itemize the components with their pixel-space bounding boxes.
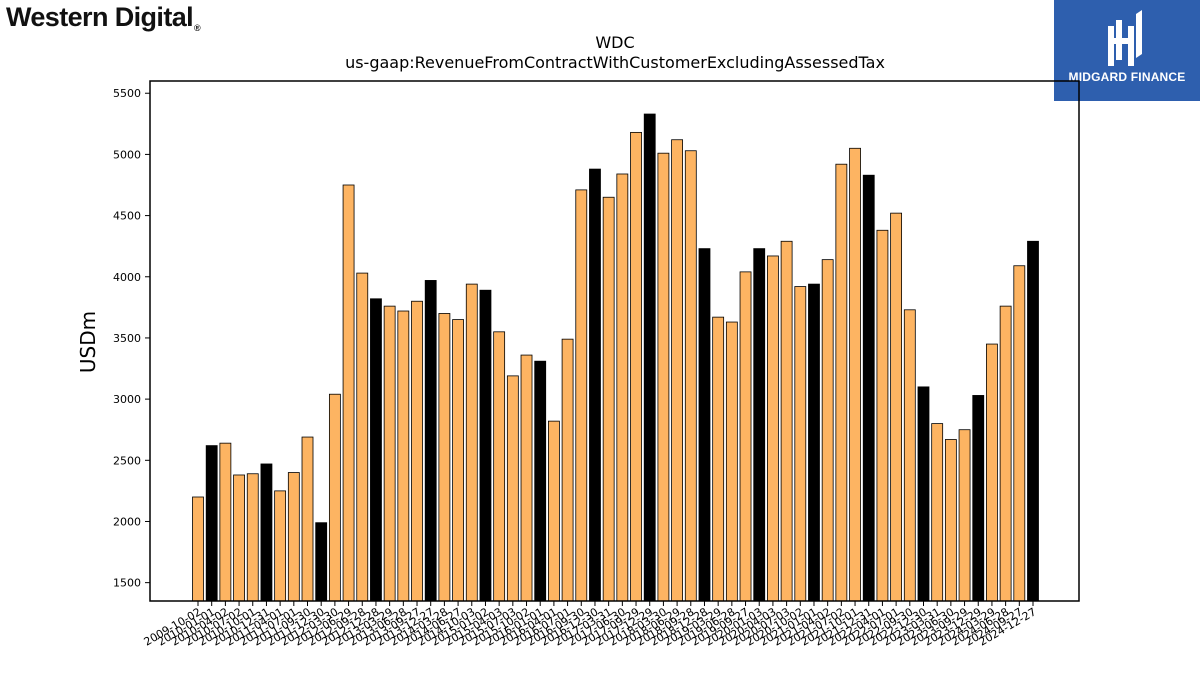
bar-2010-12-31 xyxy=(260,463,273,602)
bar-2019-06-28 xyxy=(725,321,738,602)
y-tick-label: 5000 xyxy=(113,148,141,161)
chart-title: WDC xyxy=(595,33,634,52)
bar-2021-01-01 xyxy=(808,283,820,602)
bar-2024-06-28 xyxy=(999,305,1012,602)
bar-2016-04-01 xyxy=(548,420,560,602)
y-tick-label: 4000 xyxy=(113,271,141,284)
y-tick-label: 2000 xyxy=(113,515,141,528)
bar-2018-12-28 xyxy=(698,248,711,602)
bar-2020-01-03 xyxy=(753,248,766,602)
bar-2010-01-01 xyxy=(205,445,218,602)
brand-name: MIDGARD FINANCE xyxy=(1068,70,1186,84)
registered-mark: ® xyxy=(194,23,201,33)
bar-2024-09-27 xyxy=(1013,265,1026,602)
bar-2011-07-01 xyxy=(287,472,300,602)
bar-2010-10-01 xyxy=(246,473,259,602)
y-axis: 1500 2000 2500 3000 3500 4000 4500 5000 5500 xyxy=(113,87,150,590)
bar-2015-07-03 xyxy=(506,375,519,602)
bar-2016-12-30 xyxy=(589,168,601,602)
y-tick-label: 2500 xyxy=(113,454,141,467)
bar-2016-09-30 xyxy=(575,189,588,602)
bar-2010-04-02 xyxy=(219,442,232,602)
bar-2023-03-31 xyxy=(931,423,944,602)
bar-2020-07-03 xyxy=(780,240,793,602)
bar-2009-10-02 xyxy=(192,496,204,602)
bar-2022-12-30 xyxy=(917,386,930,602)
bar-2011-04-01 xyxy=(274,490,287,602)
bar-2014-03-28 xyxy=(438,313,451,602)
bar-2011-12-30 xyxy=(315,522,328,602)
bar-2018-03-30 xyxy=(657,152,670,602)
bar-2020-04-03 xyxy=(767,255,779,602)
bar-2012-06-29 xyxy=(342,184,355,602)
bar-2021-10-01 xyxy=(849,147,861,602)
plot-frame xyxy=(149,80,1080,602)
bar-2018-09-28 xyxy=(684,150,697,602)
y-tick-label: 1500 xyxy=(113,577,141,590)
bar-2022-04-01 xyxy=(876,229,889,602)
bar-2015-04-03 xyxy=(493,331,506,602)
bar-2024-12-27 xyxy=(1027,240,1039,602)
bar-2014-06-27 xyxy=(452,319,464,602)
bar-2024-03-29 xyxy=(986,343,998,602)
bar-2023-09-29 xyxy=(958,429,971,602)
bar-2022-07-01 xyxy=(890,212,903,602)
bar-2013-06-28 xyxy=(397,310,410,602)
bar-2015-01-02 xyxy=(479,289,492,602)
bar-2022-09-30 xyxy=(903,309,916,602)
bar-2017-09-29 xyxy=(630,131,642,602)
company-logo-text: Western Digital xyxy=(6,2,194,32)
bar-2017-06-30 xyxy=(616,173,629,602)
bar-2023-12-29 xyxy=(972,395,985,602)
bar-2010-07-02 xyxy=(233,474,245,602)
bar-2015-10-02 xyxy=(520,354,533,602)
bar-series xyxy=(192,113,1039,602)
bar-2012-12-28 xyxy=(370,298,382,602)
bar-2018-06-29 xyxy=(671,139,683,602)
western-digital-logo: Western Digital® xyxy=(6,2,201,33)
bar-2013-09-27 xyxy=(411,300,423,602)
bar-2012-03-30 xyxy=(328,393,341,602)
bar-2017-12-29 xyxy=(643,113,656,602)
x-axis: 2009-10-022010-01-012010-04-022010-07-02… xyxy=(142,601,1039,649)
bar-2023-06-30 xyxy=(944,439,957,602)
bar-2021-07-02 xyxy=(835,163,848,602)
bar-2021-12-31 xyxy=(862,174,875,602)
bar-2013-12-27 xyxy=(424,280,437,602)
bar-2014-10-03 xyxy=(465,283,478,602)
y-axis-label: USDm xyxy=(76,311,100,373)
bar-2012-09-28 xyxy=(356,272,369,602)
bar-2017-03-31 xyxy=(602,196,615,602)
y-tick-label: 3500 xyxy=(113,332,141,345)
bar-2016-07-01 xyxy=(561,338,574,602)
bar-2019-03-29 xyxy=(712,316,725,602)
bar-2019-09-27 xyxy=(739,271,752,602)
y-tick-label: 4500 xyxy=(113,210,141,223)
chart-subtitle: us-gaap:RevenueFromContractWithCustomerE… xyxy=(345,53,885,72)
bar-2011-09-30 xyxy=(301,436,314,602)
y-tick-label: 3000 xyxy=(113,393,141,406)
midgard-monogram-icon xyxy=(1108,10,1142,66)
bar-2016-01-01 xyxy=(534,360,547,602)
bar-2013-03-29 xyxy=(383,305,396,602)
bar-2021-04-02 xyxy=(821,259,834,602)
bar-2020-10-02 xyxy=(794,286,807,602)
y-tick-label: 5500 xyxy=(113,87,141,100)
